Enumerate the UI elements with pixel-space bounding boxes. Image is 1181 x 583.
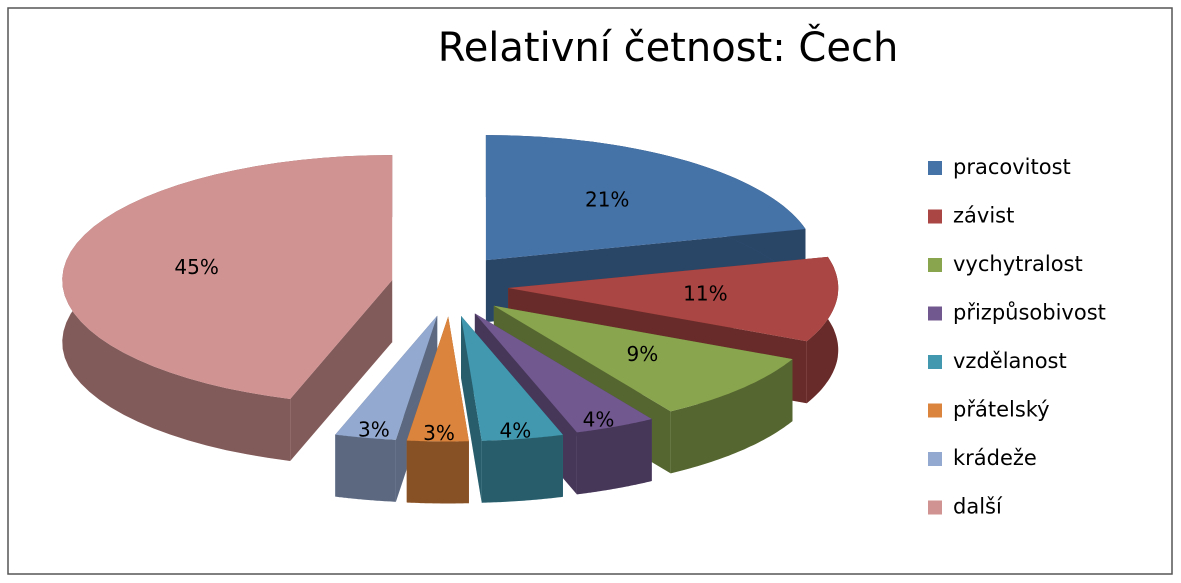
legend-label: vzdělanost — [953, 349, 1067, 373]
legend-swatch — [928, 452, 942, 466]
legend-label: pracovitost — [953, 155, 1071, 179]
legend-swatch — [928, 209, 942, 224]
slice-side — [406, 440, 469, 504]
slice — [485, 135, 806, 261]
slice-group — [461, 315, 563, 503]
slice — [493, 305, 793, 412]
slice-group — [335, 315, 438, 502]
legend-label: vychytralost — [953, 252, 1083, 276]
data-label: 21% — [585, 187, 629, 211]
slice-side — [290, 280, 393, 461]
data-label: 4% — [583, 408, 615, 432]
legend-swatch — [928, 500, 942, 515]
data-label: 45% — [174, 255, 218, 279]
slice-group — [62, 155, 393, 461]
data-label: 11% — [683, 282, 727, 306]
legend: pracovitost závist vychytralost přizpůsobiv… — [928, 155, 1106, 519]
legend-swatch — [928, 161, 942, 175]
slice-side — [670, 359, 793, 474]
slice-shade — [406, 440, 469, 504]
chart-title: Relativní četnost: Čech — [438, 23, 899, 71]
legend-label: další — [953, 495, 1003, 519]
slice — [62, 155, 393, 399]
slice-shade — [335, 434, 396, 502]
slice-shade — [481, 434, 563, 503]
slice-shade — [461, 315, 482, 503]
slice-side — [335, 434, 396, 502]
slice-shade — [576, 419, 652, 495]
pie: 21% 11% 9% 4% 4% 3% 3% 45% — [62, 135, 839, 504]
data-label: 9% — [627, 342, 659, 366]
legend-swatch — [928, 258, 942, 272]
slice-shade — [670, 359, 793, 474]
slice — [461, 315, 563, 441]
legend-label: krádeže — [953, 446, 1037, 470]
legend-label: přátelský — [953, 398, 1050, 422]
slice-group — [406, 316, 469, 504]
legend-swatch — [928, 403, 942, 418]
slice-side — [576, 419, 652, 495]
slice — [335, 315, 438, 440]
data-label: 3% — [358, 418, 390, 442]
slice-side — [481, 434, 563, 503]
legend-swatch — [928, 306, 942, 321]
slice-shade — [290, 280, 393, 461]
data-label: 4% — [500, 418, 532, 442]
legend-label: přizpůsobivost — [953, 301, 1106, 325]
data-label: 3% — [423, 421, 455, 445]
slice — [508, 256, 839, 342]
slice — [406, 316, 469, 442]
slice — [474, 313, 652, 433]
slice-side — [461, 315, 482, 503]
legend-label: závist — [953, 204, 1014, 228]
legend-swatch — [928, 355, 942, 369]
